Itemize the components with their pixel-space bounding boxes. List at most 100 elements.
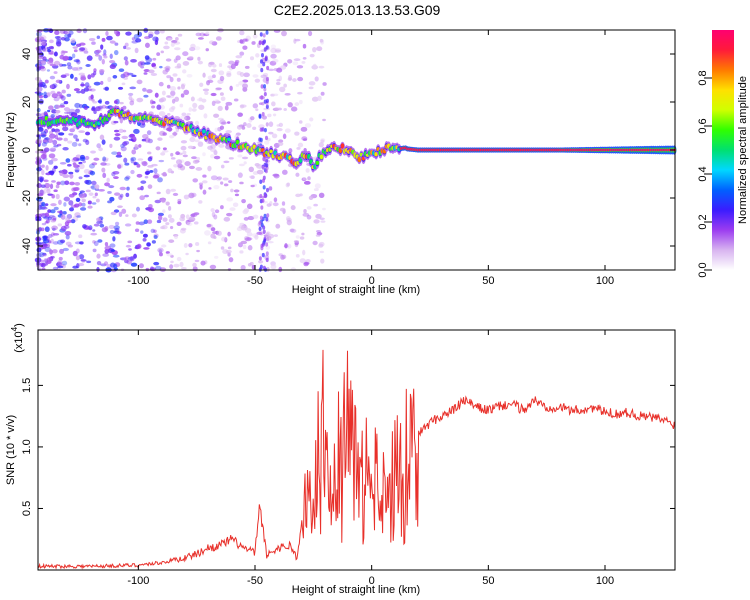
spectrogram-cell [56, 181, 61, 185]
spectrogram-cell [42, 252, 47, 256]
spectrogram-cell [322, 207, 326, 211]
spectrogram-cell [261, 112, 265, 117]
spectrogram-cell [71, 141, 78, 147]
spectrogram-cell [69, 207, 75, 212]
spectrogram-cell [288, 74, 293, 81]
spectrogram-cell [169, 76, 174, 83]
spectrogram-cell [182, 150, 187, 155]
spectrogram-cell [160, 50, 164, 54]
spectrogram-cell [309, 117, 314, 122]
spectrogram-cell [126, 186, 130, 191]
spectrogram-cell [155, 146, 161, 151]
spectrogram-cell [261, 252, 265, 258]
spectrogram-cell [146, 89, 153, 94]
spectrogram-cell [168, 107, 175, 113]
spectrogram-cell [140, 161, 145, 165]
spectrogram-cell [41, 263, 49, 266]
spectrogram-cell [196, 249, 200, 253]
spectrogram-cell [265, 76, 269, 82]
spectrogram-cell [263, 127, 267, 133]
spectrogram-cell [41, 201, 46, 207]
spectrogram-cell [157, 137, 163, 141]
spectrogram-cell [75, 66, 82, 72]
spectrogram-cell [268, 121, 274, 127]
spectrogram-cell [82, 224, 87, 229]
spectrogram-cell [80, 83, 86, 87]
spectrogram-cell [69, 73, 74, 79]
spectrogram-cell [268, 186, 273, 191]
spectrogram-cell [202, 189, 207, 195]
spectrogram-cell [49, 84, 57, 90]
colorbar-label: Normalized spectral amplitude [737, 76, 749, 224]
spectrogram-cell [52, 139, 58, 146]
spectrogram-cell [165, 222, 170, 226]
spectrogram-cell [48, 170, 55, 174]
spectrogram-x-tick-label: 50 [482, 275, 494, 287]
spectrogram-cell [261, 115, 267, 120]
spectrogram-cell [90, 94, 94, 100]
spectrogram-cell [67, 33, 72, 38]
spectrogram-cell [159, 252, 163, 257]
spectrogram-cell [42, 243, 48, 247]
spectrogram-cell [220, 246, 225, 250]
spectrogram-cell [52, 266, 59, 270]
spectrogram-cell [243, 217, 249, 221]
spectrogram-cell [123, 140, 130, 145]
spectrogram-cell [110, 211, 117, 216]
spectrogram-cell [207, 165, 212, 172]
spectrogram-cell [266, 203, 272, 207]
spectrogram-cell [250, 175, 255, 180]
spectrogram-cell [242, 244, 247, 250]
spectrogram-cell [150, 266, 154, 271]
spectrogram-cell [62, 247, 69, 252]
spectrogram-cell [138, 263, 144, 269]
spectrogram-cell [272, 173, 280, 177]
spectrogram-cell [267, 240, 274, 244]
spectrogram-cell [122, 129, 127, 133]
spectrogram-cell [35, 138, 43, 144]
spectrogram-cell [142, 161, 147, 165]
spectrogram-cell [76, 28, 82, 34]
spectrogram-cell [258, 256, 262, 261]
spectrogram-cell [189, 137, 196, 143]
spectrogram-cell [224, 237, 228, 243]
spectrogram-cell [218, 63, 223, 68]
spectrogram-cell [282, 133, 287, 140]
spectrogram-cell [273, 234, 278, 237]
spectrogram-cell [55, 79, 62, 84]
spectrogram-cell [255, 53, 260, 58]
spectrogram-cell [180, 83, 185, 90]
spectrogram-cell [75, 255, 80, 261]
spectrogram-cell [82, 28, 88, 34]
spectrogram-cell [130, 156, 137, 162]
spectrogram-cell [259, 137, 263, 143]
spectrogram-cell [105, 105, 110, 109]
spectrogram-cell [70, 219, 76, 224]
spectrogram-cell [165, 188, 171, 195]
spectrogram-cell [146, 242, 151, 247]
spectrogram-cell [40, 184, 46, 189]
spectrogram-cell [50, 209, 56, 214]
snr-multiplier-base: (x10 [13, 331, 25, 352]
spectrogram-cell [290, 205, 296, 211]
spectrogram-cell [185, 252, 189, 256]
spectrogram-cell [86, 260, 92, 264]
spectrogram-cell [52, 249, 58, 254]
spectrogram-cell [258, 226, 262, 232]
spectrogram-cell [61, 50, 68, 54]
spectrogram-cell [150, 72, 158, 76]
spectrogram-cell [67, 163, 72, 167]
spectrogram-cell [223, 160, 230, 164]
spectrogram-cell [241, 199, 246, 204]
spectrogram-cell [101, 37, 106, 42]
spectrogram-cell [79, 241, 84, 245]
spectrogram-cell [47, 193, 53, 196]
spectrogram-cell [261, 242, 265, 247]
spectrogram-cell [59, 63, 63, 67]
spectrogram-cell [113, 225, 120, 230]
spectrogram-cell [81, 198, 86, 203]
spectrogram-cell [307, 30, 313, 37]
spectrogram-cell [198, 200, 203, 204]
spectrogram-cell [98, 147, 103, 152]
spectrogram-cell [131, 213, 137, 218]
